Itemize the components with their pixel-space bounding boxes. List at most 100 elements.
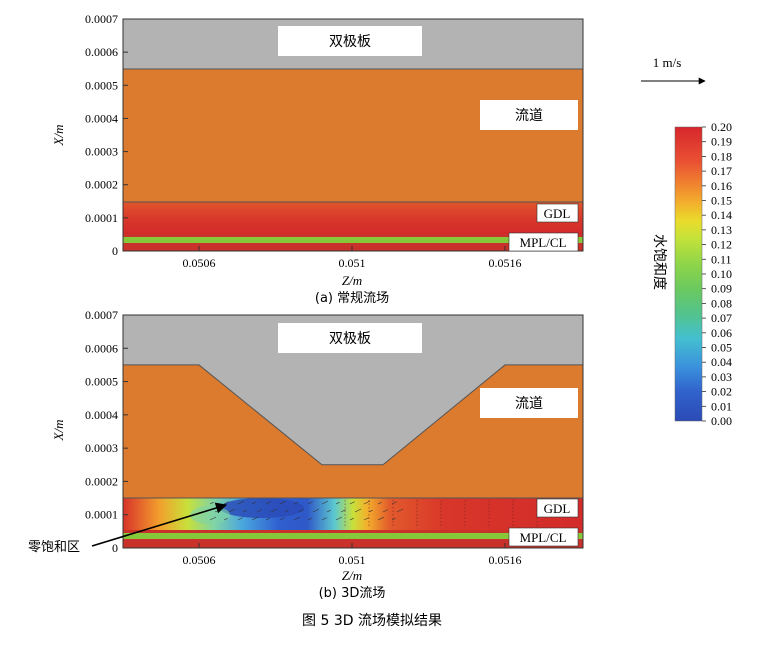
region-label-bipolar-plate-b: 双极板 <box>278 323 422 353</box>
velocity-vector <box>279 517 285 521</box>
region-label-bipolar-plate: 双极板 <box>278 26 422 56</box>
plot-frame <box>122 18 584 252</box>
velocity-vector <box>265 501 271 505</box>
region-label-gdl-b: GDL <box>536 498 579 518</box>
colorbar-tick-label: 0.09 <box>711 282 732 296</box>
svg-text:双极板: 双极板 <box>329 34 371 50</box>
svg-text:GDL: GDL <box>544 501 571 516</box>
y-tick-label: 0.0004 <box>85 111 118 125</box>
panel-b: 双极板 流道 GDL MPL/CL 零饱和区 0.0007 0.0006 0.000… <box>28 308 584 601</box>
svg-text:MPL/CL: MPL/CL <box>520 235 567 250</box>
colorbar-tick-label: 0.08 <box>711 296 732 310</box>
y-tick-label: 0.0005 <box>85 375 118 389</box>
panel-a-subtitle: (a) 常规流场 <box>315 291 389 306</box>
x-tick-label: 0.0516 <box>489 256 522 270</box>
colorbar-tick-label: 0.13 <box>711 223 732 237</box>
velocity-vector <box>335 516 343 521</box>
colorbar-tick-label: 0.00 <box>711 414 732 428</box>
svg-text:MPL/CL: MPL/CL <box>520 530 567 545</box>
velocity-vector <box>368 509 373 513</box>
x-tick-label: 0.051 <box>339 553 366 567</box>
x-axis-ticks-b: 0.0506 0.051 0.0516 <box>183 543 522 567</box>
velocity-vector <box>377 501 382 505</box>
y-axis-ticks-a: 0.0007 0.0006 0.0005 0.0004 0.0003 0.0002 0.00… <box>85 12 128 258</box>
colorbar-tick-label: 0.10 <box>711 267 732 281</box>
colorbar-tick-label: 0.06 <box>711 326 732 340</box>
colorbar-tick-label: 0.20 <box>711 120 732 134</box>
velocity-vector <box>284 509 289 513</box>
y-tick-label: 0.0005 <box>85 78 118 92</box>
colorbar-tick-label: 0.19 <box>711 135 732 149</box>
velocity-vector <box>270 508 278 513</box>
y-axis-ticks-b: 0.0007 0.0006 0.0005 0.0004 0.0003 0.0002 0.00… <box>85 308 128 555</box>
velocity-vector <box>349 517 354 521</box>
plot-frame-b <box>122 314 584 549</box>
velocity-vector <box>228 508 236 513</box>
velocity-vector <box>326 509 331 513</box>
y-tick-label: 0.0006 <box>85 341 118 355</box>
colorbar-tick-label: 0.17 <box>711 164 732 178</box>
y-tick-label: 0.0007 <box>85 12 118 26</box>
colorbar-tick-label: 0.16 <box>711 179 732 193</box>
region-label-channel-b: 流道 <box>480 388 578 418</box>
svg-text:流道: 流道 <box>515 396 543 412</box>
velocity-vector <box>293 501 298 505</box>
y-tick-label: 0.0002 <box>85 178 118 192</box>
colorbar-tick-label: 0.03 <box>711 370 732 384</box>
velocity-vector <box>396 508 404 513</box>
velocity-vector <box>209 501 214 505</box>
velocity-vector <box>251 501 256 505</box>
scale-arrow-label: 1 m/s <box>653 55 682 70</box>
colorbar-tick-label: 0.01 <box>711 399 732 413</box>
svg-text:双极板: 双极板 <box>329 331 371 347</box>
velocity-vector <box>321 500 329 505</box>
y-axis-label-b: X/m <box>51 420 66 442</box>
velocity-vector <box>256 509 262 513</box>
velocity-vector <box>340 509 346 513</box>
velocity-vector <box>307 517 312 521</box>
velocity-vector <box>265 517 270 521</box>
x-axis-label-a: Z/m <box>342 273 362 288</box>
panel-b-subtitle: (b) 3D流场 <box>319 586 386 601</box>
colorbar-tick-label: 0.07 <box>711 311 732 325</box>
velocity-vector <box>251 516 259 521</box>
colorbar-gradient <box>674 126 703 422</box>
colorbar-tick-label: 0.05 <box>711 341 732 355</box>
x-tick-label: 0.051 <box>339 256 366 270</box>
colorbar: 0.200.190.180.170.160.150.140.130.120.11… <box>651 120 732 428</box>
svg-text:GDL: GDL <box>544 206 571 221</box>
colorbar-tick-label: 0.12 <box>711 238 732 252</box>
region-label-gdl: GDL <box>536 203 579 223</box>
y-tick-label: 0.0004 <box>85 408 118 422</box>
x-tick-label: 0.0506 <box>183 256 216 270</box>
velocity-vector <box>223 517 228 521</box>
colorbar-tick-label: 0.02 <box>711 385 732 399</box>
y-tick-label: 0 <box>112 541 118 555</box>
velocity-vector <box>312 508 320 513</box>
region-label-mpl-cl-b: MPL/CL <box>508 527 579 547</box>
region-label-mpl-cl: MPL/CL <box>508 232 579 252</box>
velocity-vector <box>354 508 362 513</box>
y-tick-label: 0.0003 <box>85 145 118 159</box>
x-axis-label-b: Z/m <box>342 568 362 583</box>
colorbar-tick-label: 0.14 <box>711 208 732 222</box>
velocity-vector <box>382 509 388 513</box>
velocity-vector <box>363 517 369 521</box>
velocity-scale: 1 m/s <box>641 55 706 85</box>
y-tick-label: 0.0001 <box>85 211 118 225</box>
y-tick-label: 0.0007 <box>85 308 118 322</box>
velocity-vector <box>293 516 301 521</box>
zero-saturation-annotation: 零饱和区 <box>28 502 228 555</box>
y-tick-label: 0.0006 <box>85 45 118 59</box>
velocity-vector <box>209 516 217 521</box>
channel-region <box>123 69 583 202</box>
velocity-vector <box>391 517 396 521</box>
velocity-vector <box>279 500 287 505</box>
colorbar-tick-label: 0.15 <box>711 194 732 208</box>
svg-text:零饱和区: 零饱和区 <box>28 540 80 555</box>
colorbar-tick-label: 0.18 <box>711 149 732 163</box>
svg-text:流道: 流道 <box>515 108 543 124</box>
colorbar-tick-label: 0.11 <box>711 252 732 266</box>
velocity-vector <box>237 500 245 505</box>
